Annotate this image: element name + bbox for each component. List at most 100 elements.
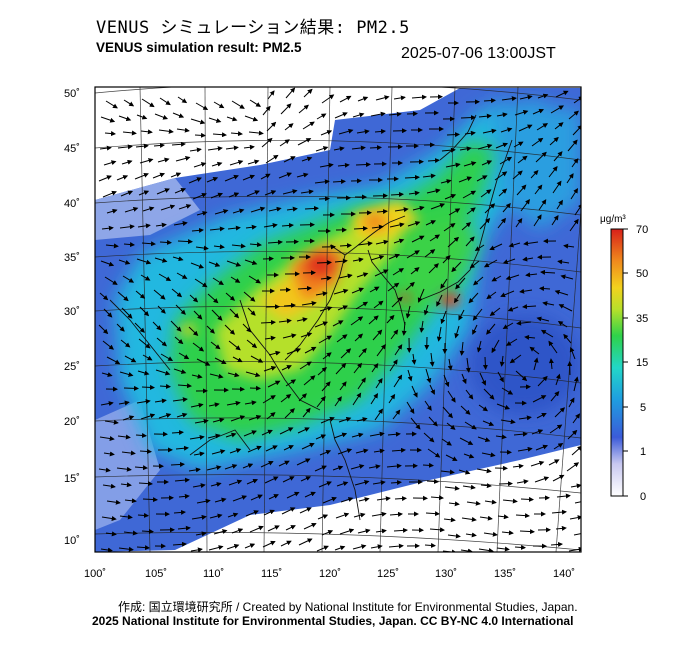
wind-arrow <box>429 234 441 242</box>
wind-arrow <box>550 391 560 402</box>
wind-arrow <box>262 105 271 116</box>
map-frame <box>94 86 582 553</box>
wind-arrow <box>477 143 493 150</box>
wind-arrow <box>190 262 205 269</box>
wind-arrow <box>250 355 264 363</box>
wind-arrow <box>264 476 279 484</box>
wind-arrow <box>423 304 429 316</box>
wind-arrow <box>98 175 112 182</box>
wind-arrow <box>263 223 278 228</box>
wind-arrow <box>394 496 407 502</box>
wind-arrow <box>229 308 240 319</box>
wind-arrow <box>550 105 564 114</box>
wind-arrow <box>142 497 158 503</box>
wind-arrow <box>315 146 329 152</box>
wind-arrow <box>117 434 131 440</box>
wind-arrow <box>100 260 115 267</box>
wind-arrow <box>388 111 402 117</box>
wind-arrow <box>177 383 192 389</box>
wind-arrow <box>515 370 528 382</box>
wind-arrow <box>156 188 170 195</box>
wind-arrow <box>173 509 186 515</box>
wind-arrow <box>557 259 570 265</box>
wind-arrow <box>446 132 460 138</box>
wind-arrow <box>351 432 364 438</box>
wind-arrow <box>553 151 563 162</box>
wind-arrow <box>458 309 465 321</box>
wind-arrow <box>375 528 387 534</box>
wind-arrow <box>417 288 425 303</box>
wind-arrow <box>530 169 539 179</box>
wind-arrow <box>405 305 411 319</box>
wind-arrow <box>524 334 536 340</box>
wind-arrow <box>332 179 346 185</box>
wind-arrow <box>501 530 514 536</box>
wind-arrow <box>337 162 350 168</box>
wind-arrow <box>321 94 335 104</box>
wind-arrow <box>195 245 209 251</box>
wind-arrow <box>139 448 152 454</box>
wind-arrow <box>519 288 533 294</box>
wind-arrow <box>260 319 276 325</box>
wind-arrow <box>214 357 227 364</box>
wind-arrow <box>466 500 481 506</box>
wind-arrow <box>563 243 575 249</box>
wind-arrow <box>170 320 182 332</box>
wind-arrow <box>525 272 538 278</box>
wind-arrow <box>104 419 119 425</box>
wind-arrow <box>142 354 153 361</box>
wind-arrow <box>135 432 147 438</box>
wind-arrow <box>427 448 441 458</box>
wind-arrow <box>340 348 352 359</box>
wind-arrow <box>245 510 259 517</box>
wind-arrow <box>358 497 370 502</box>
wind-arrow <box>123 99 135 107</box>
wind-arrow <box>123 385 139 391</box>
wind-arrow <box>178 352 190 360</box>
wind-arrow <box>408 190 420 196</box>
lon-label-105: 105˚ <box>145 568 167 580</box>
wind-arrow <box>573 96 581 104</box>
wind-arrow <box>119 371 134 377</box>
wind-arrow <box>496 403 511 410</box>
wind-arrow <box>473 276 484 286</box>
wind-arrow <box>483 259 498 268</box>
wind-arrow <box>170 461 185 467</box>
wind-arrow <box>459 437 474 445</box>
wind-arrow <box>407 221 421 227</box>
wind-arrow <box>265 154 279 164</box>
wind-arrow <box>157 157 170 163</box>
wind-arrow <box>424 542 436 548</box>
wind-arrow <box>134 322 145 333</box>
wind-arrow <box>304 205 319 211</box>
wind-arrow <box>500 290 515 298</box>
wind-arrow <box>352 112 365 118</box>
wind-arrow <box>268 494 279 500</box>
wind-arrow <box>177 525 191 531</box>
title-english: VENUS simulation result: PM2.5 <box>96 40 302 55</box>
wind-arrow <box>357 528 371 534</box>
wind-arrow <box>358 347 367 358</box>
wind-arrow <box>534 184 543 195</box>
wind-arrow <box>228 192 240 198</box>
wind-arrow <box>296 317 308 323</box>
wind-arrow <box>531 137 544 147</box>
wind-arrow <box>262 540 276 548</box>
wind-arrow <box>554 407 566 418</box>
wind-arrow <box>196 498 211 504</box>
wind-arrow <box>445 162 461 168</box>
wind-arrow <box>190 402 204 408</box>
wind-arrow <box>227 225 241 231</box>
wind-arrow <box>280 393 292 403</box>
lat-label-20: 20˚ <box>64 416 80 428</box>
wind-arrow <box>340 497 354 503</box>
wind-arrow <box>105 100 118 109</box>
wind-arrow <box>268 350 281 356</box>
wind-arrow <box>351 145 366 151</box>
wind-arrow <box>214 497 227 503</box>
wind-arrow <box>476 468 492 474</box>
wind-arrow <box>535 444 549 451</box>
wind-arrow <box>246 478 259 485</box>
wind-arrow <box>458 176 473 183</box>
wind-arrow <box>297 427 310 434</box>
